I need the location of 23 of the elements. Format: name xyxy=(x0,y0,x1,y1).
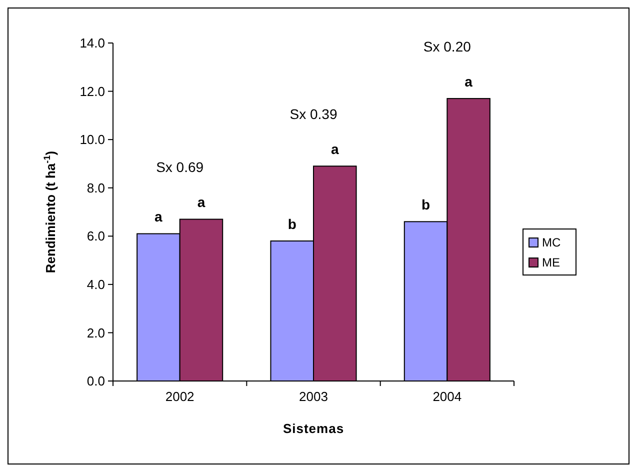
x-tick-label: 2003 xyxy=(299,389,328,404)
annotation: Sx 0.69 xyxy=(156,159,204,176)
x-tick-label: 2002 xyxy=(165,389,194,404)
data-label: a xyxy=(464,74,473,90)
annotation: Sx 0.20 xyxy=(423,38,472,54)
y-tick-label: 2.0 xyxy=(86,325,105,340)
y-tick-label: 0.0 xyxy=(86,374,105,389)
y-tick-label: 6.0 xyxy=(86,228,105,244)
y-tick-label: 8.0 xyxy=(86,180,105,196)
legend-label: ME xyxy=(542,256,560,270)
annotation: Sx 0.39 xyxy=(290,106,338,122)
legend-label: MC xyxy=(542,236,561,250)
x-tick-label: 2004 xyxy=(432,389,462,404)
data-label: b xyxy=(288,216,296,232)
x-axis-title: Sistemas xyxy=(282,421,344,436)
y-tick-label: 4.0 xyxy=(86,276,105,292)
data-label: a xyxy=(330,141,339,158)
y-tick-label: 12.0 xyxy=(80,84,105,99)
data-label: a xyxy=(197,194,206,210)
data-label: a xyxy=(154,208,163,225)
data-label: b xyxy=(422,196,430,213)
y-tick-label: 14.0 xyxy=(80,36,105,51)
y-tick-label: 10.0 xyxy=(80,132,105,148)
